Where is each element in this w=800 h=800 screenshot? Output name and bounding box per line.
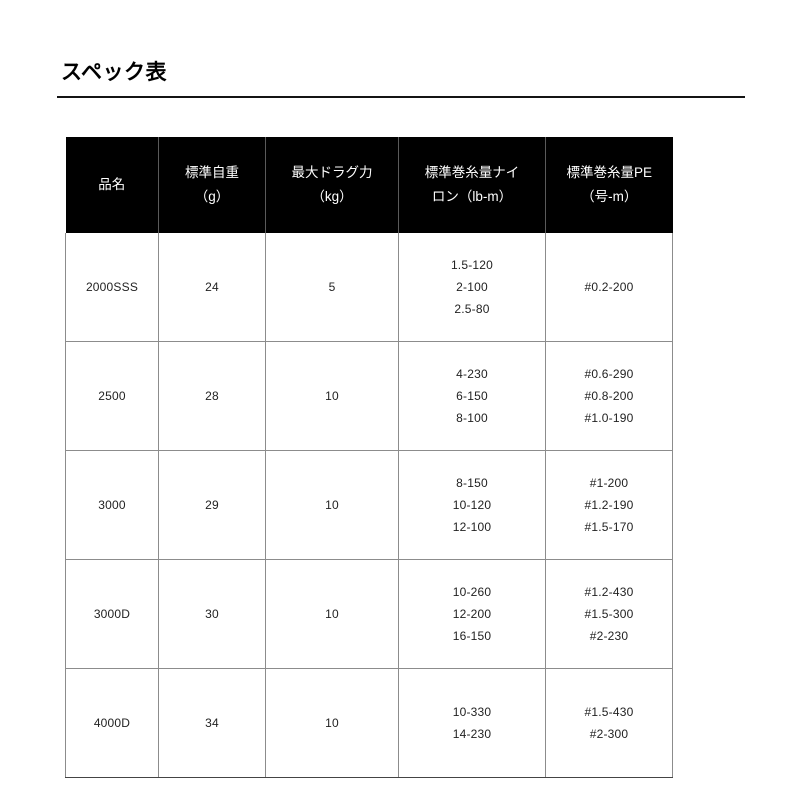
column-header-pe-line-2: （号-m） — [581, 189, 638, 204]
cell-nylon-line: 8-100 — [456, 411, 488, 426]
table-header-row: 品名 標準自重 （g） 最大ドラグ力 （kg） 標準巻糸量ナイ ロン（lb-m） — [65, 137, 673, 233]
cell-pe: #1-200 #1.2-190 #1.5-170 — [545, 450, 673, 560]
table-body: 2000SSS 24 5 1.5-120 2-100 2.5-80 #0.2-2… — [65, 233, 673, 778]
cell-name: 2000SSS — [65, 233, 159, 342]
cell-nylon: 8-150 10-120 12-100 — [398, 450, 546, 560]
cell-drag: 5 — [265, 233, 399, 342]
cell-name: 2500 — [65, 341, 159, 451]
cell-nylon-line: 12-200 — [452, 606, 492, 621]
cell-drag: 10 — [265, 668, 399, 778]
cell-pe-line: #1.5-430 — [584, 704, 634, 719]
column-header-nylon: 標準巻糸量ナイ ロン（lb-m） — [398, 137, 546, 233]
column-header-weight-line-2: （g） — [194, 189, 230, 204]
column-header-drag-line-2: （kg） — [311, 189, 353, 204]
table-header: 品名 標準自重 （g） 最大ドラグ力 （kg） 標準巻糸量ナイ ロン（lb-m） — [65, 137, 673, 233]
cell-nylon-line: 1.5-120 — [450, 257, 494, 272]
cell-weight: 34 — [158, 668, 266, 778]
cell-pe: #1.5-430 #2-300 — [545, 668, 673, 778]
cell-pe-line: #1.2-190 — [584, 497, 634, 512]
cell-pe: #0.6-290 #0.8-200 #1.0-190 — [545, 341, 673, 451]
title-divider — [57, 96, 745, 99]
column-header-weight-line-1: 標準自重 — [185, 165, 239, 181]
cell-nylon-line: 14-230 — [452, 727, 492, 741]
cell-weight: 29 — [158, 450, 266, 560]
column-header-nylon-line-1: 標準巻糸量ナイ — [424, 165, 520, 181]
cell-pe: #1.2-430 #1.5-300 #2-230 — [545, 559, 673, 669]
cell-pe-line: #2-230 — [589, 629, 629, 644]
cell-weight: 30 — [158, 559, 266, 669]
cell-drag: 10 — [265, 559, 399, 669]
column-header-name: 品名 — [65, 137, 159, 233]
page-title: スペック表 — [61, 61, 168, 84]
cell-nylon-line: 8-150 — [456, 475, 488, 490]
column-header-drag: 最大ドラグ力 （kg） — [265, 137, 399, 233]
column-header-nylon-line-2: ロン（lb-m） — [431, 189, 513, 204]
cell-nylon-line: 6-150 — [456, 388, 488, 403]
cell-pe: #0.2-200 — [545, 233, 673, 342]
cell-name: 3000D — [65, 559, 159, 669]
cell-name: 4000D — [65, 668, 159, 778]
cell-drag: 10 — [265, 341, 399, 451]
cell-nylon-line: 16-150 — [452, 629, 492, 644]
cell-pe-line: #2-300 — [589, 727, 629, 741]
cell-nylon-line: 2.5-80 — [454, 302, 490, 317]
table-row: 2000SSS 24 5 1.5-120 2-100 2.5-80 #0.2-2… — [65, 233, 673, 342]
cell-nylon: 10-330 14-230 — [398, 668, 546, 778]
cell-nylon: 10-260 12-200 16-150 — [398, 559, 546, 669]
cell-pe-line: #1.2-430 — [584, 584, 634, 599]
cell-name: 3000 — [65, 450, 159, 560]
column-header-pe-line-1: 標準巻糸量PE — [566, 165, 652, 181]
cell-pe-line: #0.2-200 — [584, 279, 634, 294]
spec-table-container: 品名 標準自重 （g） 最大ドラグ力 （kg） 標準巻糸量ナイ ロン（lb-m） — [65, 137, 673, 778]
cell-nylon: 4-230 6-150 8-100 — [398, 341, 546, 451]
cell-nylon-line: 10-120 — [452, 497, 492, 512]
title-block: スペック表 — [57, 60, 745, 99]
cell-weight: 28 — [158, 341, 266, 451]
column-header-drag-line-1: 最大ドラグ力 — [291, 165, 373, 181]
cell-weight: 24 — [158, 233, 266, 342]
cell-nylon-line: 10-260 — [452, 584, 492, 599]
cell-nylon: 1.5-120 2-100 2.5-80 — [398, 233, 546, 342]
table-row: 3000 29 10 8-150 10-120 12-100 #1-200 #1… — [65, 450, 673, 560]
cell-pe-line: #1.5-170 — [584, 520, 634, 535]
cell-pe-line: #0.6-290 — [584, 366, 634, 381]
column-header-weight: 標準自重 （g） — [158, 137, 266, 233]
cell-pe-line: #1.0-190 — [584, 411, 634, 426]
cell-nylon-line: 12-100 — [452, 520, 492, 535]
column-header-name-line-1: 品名 — [98, 177, 126, 193]
table-row: 2500 28 10 4-230 6-150 8-100 #0.6-290 #0… — [65, 341, 673, 451]
cell-nylon-line: 4-230 — [456, 366, 488, 381]
cell-drag: 10 — [265, 450, 399, 560]
spec-table: 品名 標準自重 （g） 最大ドラグ力 （kg） 標準巻糸量ナイ ロン（lb-m） — [65, 137, 673, 778]
cell-pe-line: #0.8-200 — [584, 388, 634, 403]
cell-nylon-line: 10-330 — [452, 704, 492, 719]
table-row: 3000D 30 10 10-260 12-200 16-150 #1.2-43… — [65, 559, 673, 669]
cell-pe-line: #1-200 — [589, 475, 629, 490]
column-header-pe: 標準巻糸量PE （号-m） — [545, 137, 673, 233]
cell-nylon-line: 2-100 — [456, 279, 488, 294]
cell-pe-line: #1.5-300 — [584, 606, 634, 621]
table-row: 4000D 34 10 10-330 14-230 #1.5-430 #2-30… — [65, 668, 673, 778]
